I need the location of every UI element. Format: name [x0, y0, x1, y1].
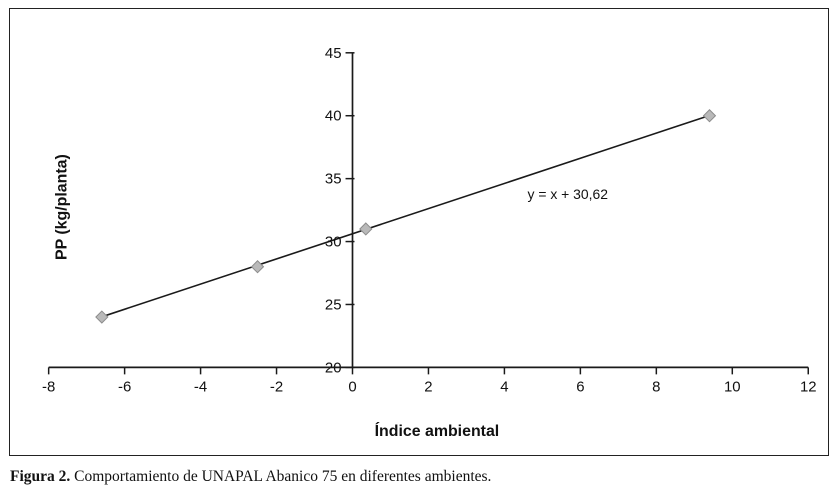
y-tick-label: 35: [325, 171, 342, 188]
x-tick-label: -6: [118, 378, 131, 395]
y-tick-label: 25: [325, 296, 342, 313]
x-tick-label: 8: [652, 378, 660, 395]
trend-line: [101, 114, 710, 318]
x-tick-label: -2: [270, 378, 283, 395]
data-point-marker: [95, 310, 109, 324]
figure-2-chart: 12 10 8 6 4 2 0 -2 -4 -6 -8 45 40 35 30 25 20 PP (kg/pla…: [9, 8, 829, 456]
x-tick-label: 6: [576, 378, 584, 395]
x-tick-label: 2: [424, 378, 432, 395]
figure-caption-text: Comportamiento de UNAPAL Abanico 75 en d…: [70, 468, 492, 485]
data-point-marker: [702, 109, 717, 123]
x-tick-label: -4: [194, 378, 207, 395]
figure-caption-label: Figura 2.: [10, 468, 71, 485]
x-tick-label: 12: [800, 378, 817, 395]
y-tick-label: 30: [325, 234, 342, 251]
x-tick-label: -8: [42, 378, 55, 395]
data-point-marker: [250, 260, 265, 274]
figure-caption: Figura 2. Comportamiento de UNAPAL Abani…: [10, 468, 830, 486]
x-tick-label: 0: [348, 378, 356, 395]
trendline-equation-label: y = x + 30,62: [528, 186, 609, 202]
y-axis-label: PP (kg/planta): [54, 154, 71, 260]
x-tick-label: 4: [500, 378, 508, 395]
y-tick-label: 45: [325, 45, 342, 62]
data-point-marker: [359, 222, 373, 236]
y-tick-label: 40: [325, 108, 342, 125]
x-axis-label: Índice ambiental: [375, 421, 500, 440]
x-tick-label: 10: [724, 378, 741, 395]
